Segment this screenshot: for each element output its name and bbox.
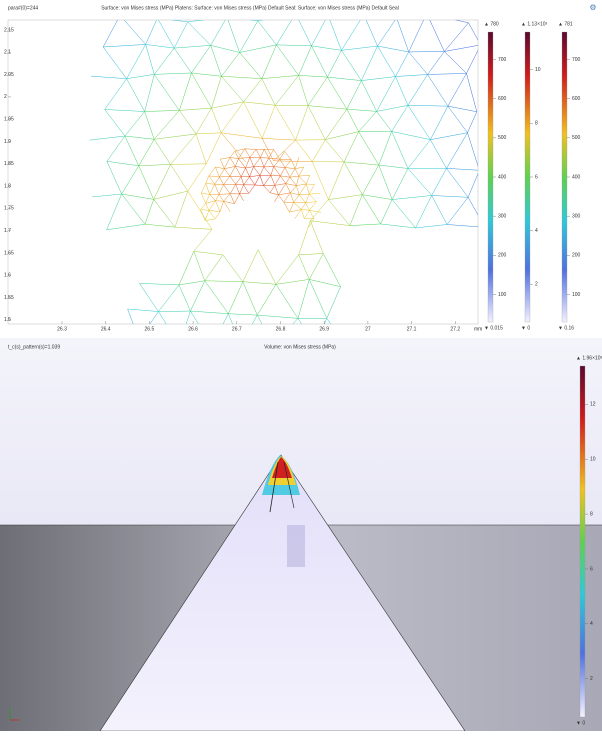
mesh-edge [296,14,328,16]
header-left: para#(0)=244 [8,5,38,11]
x-tick-label: 26.4 [101,326,111,332]
colorbar-tick-label: 12 [590,402,596,408]
plot-frame [8,20,478,324]
mesh-edge [364,15,397,18]
y-tick-label: 2 [4,94,7,100]
colorbar-tick-label: 500 [498,135,507,141]
y-tick-label: 2.05 [4,72,14,78]
colorbar-tick-label: 200 [498,253,507,259]
y-tick-label: 1.65 [4,250,14,256]
x-tick-label: 26.7 [232,326,242,332]
x-tick-label: 26.8 [276,326,286,332]
colorbar [525,32,530,322]
colorbar-tick-label: 4 [535,228,538,234]
y-tick-label: 1.6 [4,273,11,279]
screenshot: para#(0)=244 Surface: von Mises stress (… [0,0,602,731]
colorbar-max: ▲ 1.13×10³ [521,21,548,27]
colorbar-tick-label: 10 [590,457,596,463]
colorbar-max: ▲ 780 [484,21,499,27]
colorbar [562,32,567,322]
colorbar-min: ▼ 0.015 [484,325,503,331]
x-tick-label: 27 [365,326,371,332]
colorbar-min: ▼ 0 [521,325,530,331]
colorbar-tick-label: 100 [498,292,507,298]
page: para#(0)=244 Surface: von Mises stress (… [0,0,602,731]
colorbar [488,32,493,322]
colorbar-max: ▲ 781 [558,21,573,27]
mesh-edge [397,13,427,17]
mesh-edge [328,15,364,16]
colorbar-max: ▲ 1.96×10³ [576,355,602,361]
settings-icon[interactable]: ⚙ [589,3,596,12]
y-tick-label: 2.1 [4,50,11,56]
colorbar-tick-label: 600 [498,96,507,102]
header: Volume: von Mises stress (MPa) [264,344,336,350]
colorbar-tick-label: 2 [590,676,593,682]
y-tick-label: 1.55 [4,295,14,301]
colorbar-min: ▼ 0.16 [558,325,574,331]
colorbar-tick-label: 8 [535,121,538,127]
colorbar-tick-label: 500 [572,135,581,141]
x-unit: mm [474,326,482,332]
shadow [287,525,305,567]
colorbar-tick-label: 400 [498,174,507,180]
colorbar-tick-label: 700 [498,57,507,63]
mesh-edge [120,15,157,18]
y-tick-label: 1.8 [4,183,11,189]
x-tick-label: 27.1 [407,326,417,332]
x-tick-label: 26.5 [145,326,155,332]
colorbar-tick-label: 300 [572,214,581,220]
colorbar-tick-label: 4 [590,621,593,627]
colorbar-tick-label: 100 [572,292,581,298]
colorbar-tick-label: 6 [535,174,538,180]
colorbar-min: ▼ 0 [576,720,585,726]
colorbar-tick-label: 400 [572,174,581,180]
y-tick-label: 1.9 [4,139,11,145]
colorbar-tick-label: 8 [590,511,593,517]
colorbar-tick-label: 6 [590,566,593,572]
colorbar-tick-label: 600 [572,96,581,102]
y-tick-label: 1.7 [4,228,11,234]
x-tick-label: 26.6 [188,326,198,332]
colorbar-tick-label: 10 [535,67,541,73]
header-left: t_c(s)_pattern(s)=1.039 [8,344,60,350]
colorbar-tick-label: 200 [572,253,581,259]
colorbar [580,366,585,717]
y-tick-label: 1.95 [4,117,14,123]
x-tick-label: 26.3 [57,326,67,332]
y-tick-label: 2.15 [4,27,14,33]
colorbar-tick-label: 700 [572,57,581,63]
header: Surface: von Mises stress (MPa) Platens:… [101,5,399,11]
x-tick-label: 27.2 [450,326,460,332]
colorbar-tick-label: 300 [498,214,507,220]
x-tick-label: 26.9 [319,326,329,332]
y-tick-label: 1.75 [4,206,14,212]
y-tick-label: 1.5 [4,317,11,323]
colorbar-tick-label: 2 [535,282,538,288]
y-tick-label: 1.85 [4,161,14,167]
